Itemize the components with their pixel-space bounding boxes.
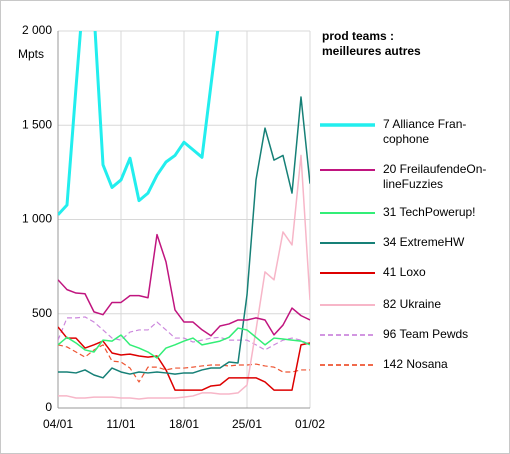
series-line <box>58 327 310 359</box>
legend-title-text: prod teams : meilleures autres <box>322 29 421 58</box>
y-axis-label: Mpts <box>18 47 44 61</box>
x-tick-label: 18/01 <box>169 417 199 431</box>
x-tick-label: 01/02 <box>295 417 325 431</box>
plot <box>58 31 310 400</box>
series-line <box>58 31 220 216</box>
series-line <box>58 154 310 400</box>
legend-label: 82 Ukraine <box>383 297 441 311</box>
x-tick-label: 25/01 <box>232 417 262 431</box>
legend-label: 34 ExtremeHW <box>383 235 465 249</box>
legend-label: 96 Team Pewds <box>383 327 468 341</box>
legend-label: 31 TechPowerup! <box>383 205 476 219</box>
series-line <box>58 316 310 351</box>
y-tick-label: 2 000 <box>22 23 52 37</box>
legend-title: prod teams : meilleures autres <box>322 29 421 58</box>
series-line <box>58 344 310 383</box>
y-tick-label: 1 500 <box>22 117 52 131</box>
legend-label: 142 Nosana <box>383 357 448 371</box>
legend-label: 41 Loxo <box>383 265 426 279</box>
y-tick-label: 1 000 <box>22 212 52 226</box>
legend-label: 20 FreilaufendeOn-lineFuzzies <box>383 162 486 191</box>
x-tick-label: 04/01 <box>43 417 73 431</box>
series-line <box>58 96 310 379</box>
x-tick-label: 11/01 <box>106 417 135 431</box>
series-line <box>58 233 310 337</box>
series-line <box>58 326 310 391</box>
y-tick-label: 500 <box>32 306 52 320</box>
legend-label: 7 Alliance Fran-cophone <box>383 117 466 146</box>
y-tick-label: 0 <box>45 400 52 414</box>
